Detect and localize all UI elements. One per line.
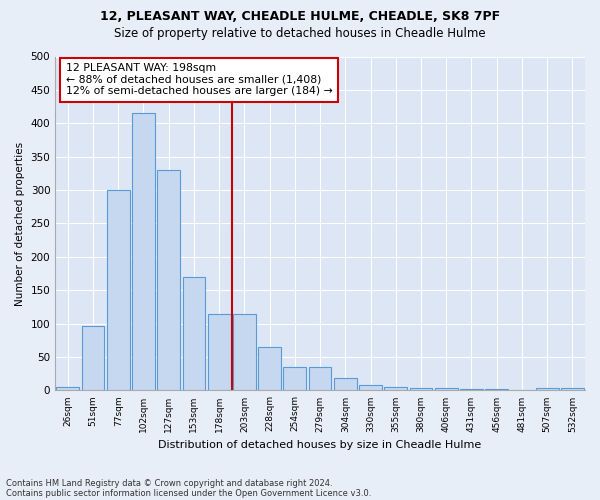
Bar	[258, 347, 281, 391]
Bar	[435, 388, 458, 390]
Bar	[56, 387, 79, 390]
Y-axis label: Number of detached properties: Number of detached properties	[15, 142, 25, 306]
Bar	[561, 388, 584, 390]
Bar	[334, 378, 356, 390]
Bar	[385, 387, 407, 390]
Text: 12 PLEASANT WAY: 198sqm
← 88% of detached houses are smaller (1,408)
12% of semi: 12 PLEASANT WAY: 198sqm ← 88% of detache…	[66, 63, 332, 96]
Bar	[107, 190, 130, 390]
Bar	[460, 389, 483, 390]
Bar	[132, 114, 155, 390]
X-axis label: Distribution of detached houses by size in Cheadle Hulme: Distribution of detached houses by size …	[158, 440, 482, 450]
Bar	[208, 314, 230, 390]
Bar	[182, 277, 205, 390]
Bar	[309, 367, 331, 390]
Text: 12, PLEASANT WAY, CHEADLE HULME, CHEADLE, SK8 7PF: 12, PLEASANT WAY, CHEADLE HULME, CHEADLE…	[100, 10, 500, 23]
Bar	[485, 389, 508, 390]
Bar	[233, 314, 256, 390]
Text: Contains public sector information licensed under the Open Government Licence v3: Contains public sector information licen…	[6, 488, 371, 498]
Text: Size of property relative to detached houses in Cheadle Hulme: Size of property relative to detached ho…	[114, 28, 486, 40]
Text: Contains HM Land Registry data © Crown copyright and database right 2024.: Contains HM Land Registry data © Crown c…	[6, 478, 332, 488]
Bar	[157, 170, 180, 390]
Bar	[410, 388, 433, 390]
Bar	[82, 326, 104, 390]
Bar	[359, 385, 382, 390]
Bar	[536, 388, 559, 390]
Bar	[283, 367, 306, 390]
